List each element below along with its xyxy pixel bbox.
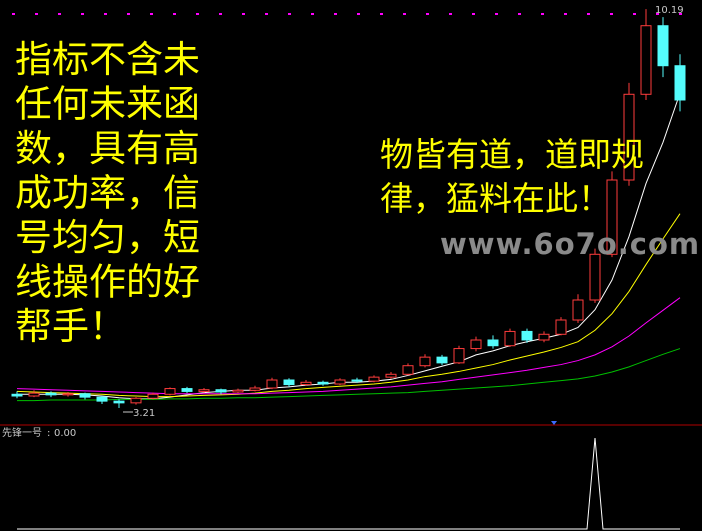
candle-body <box>504 330 516 347</box>
ma-line <box>16 213 681 398</box>
candle-body <box>436 356 448 364</box>
candle-body <box>283 379 295 386</box>
candle-body <box>45 392 57 396</box>
candle-body <box>351 379 363 382</box>
candle-body <box>487 339 499 347</box>
left-caption-line: 任何未来函 <box>15 83 200 126</box>
candle-body <box>368 376 380 382</box>
indicator-value: 0.00 <box>54 428 76 439</box>
ma-line <box>16 297 681 395</box>
candle-body <box>266 379 278 389</box>
candle-body <box>623 93 635 181</box>
candle-body <box>300 381 312 386</box>
candle-body <box>521 330 533 341</box>
candle-body <box>402 365 414 375</box>
indicator-name: 先锋一号 <box>2 426 42 439</box>
price-panel: 10.19 3.21 <box>11 5 686 530</box>
candle-body <box>181 388 193 392</box>
left-caption-line: 成功率，信 <box>15 172 200 215</box>
watermark: www.6o7o.com <box>440 227 700 261</box>
candle-body <box>657 25 669 67</box>
left-caption-line: 线操作的好 <box>15 261 200 304</box>
low-price-label: 3.21 <box>133 408 155 419</box>
indicator-separator: : <box>47 428 50 439</box>
candle-body <box>453 348 465 364</box>
candle-body <box>589 253 601 301</box>
candle-body <box>674 65 686 101</box>
candle-body <box>11 393 23 397</box>
candle-body <box>79 393 91 398</box>
candle-body <box>164 388 176 395</box>
right-caption-line: 物皆有道，道即规 <box>380 135 644 174</box>
candle-body <box>334 379 346 385</box>
candle-body <box>419 356 431 367</box>
marker-triangle <box>551 421 557 425</box>
left-caption-line: 号均匀，短 <box>15 216 200 259</box>
candle-body <box>130 397 142 404</box>
candle-body <box>606 179 618 255</box>
candle-body <box>555 319 567 335</box>
candle-body <box>232 389 244 393</box>
ma-line <box>17 92 681 400</box>
text-overlay: 先锋一号:0.00 指标不含未任何未来函数，具有高成功率，信号均匀，短线操作的好帮… <box>2 38 700 439</box>
indicator-line <box>17 437 680 530</box>
candle-body <box>198 389 210 392</box>
candle-body <box>385 373 397 378</box>
candle-body <box>96 396 108 402</box>
candle-body <box>62 393 74 396</box>
candle-body <box>470 339 482 350</box>
left-caption-line: 指标不含未 <box>15 38 200 81</box>
candle-body <box>28 392 40 397</box>
candle-body <box>113 400 125 404</box>
candle-body <box>317 381 329 385</box>
left-caption-line: 帮手！ <box>15 305 126 348</box>
right-caption-line: 律，猛料在此！ <box>380 179 611 218</box>
candle-body <box>538 333 550 341</box>
candle-body <box>215 389 227 393</box>
candle-body <box>572 299 584 321</box>
candle-body <box>147 393 159 399</box>
ma-line <box>17 348 681 402</box>
candle-body <box>249 387 261 391</box>
candle-body <box>640 25 652 95</box>
high-price-label: 10.19 <box>655 5 684 16</box>
left-caption-line: 数，具有高 <box>15 127 200 170</box>
